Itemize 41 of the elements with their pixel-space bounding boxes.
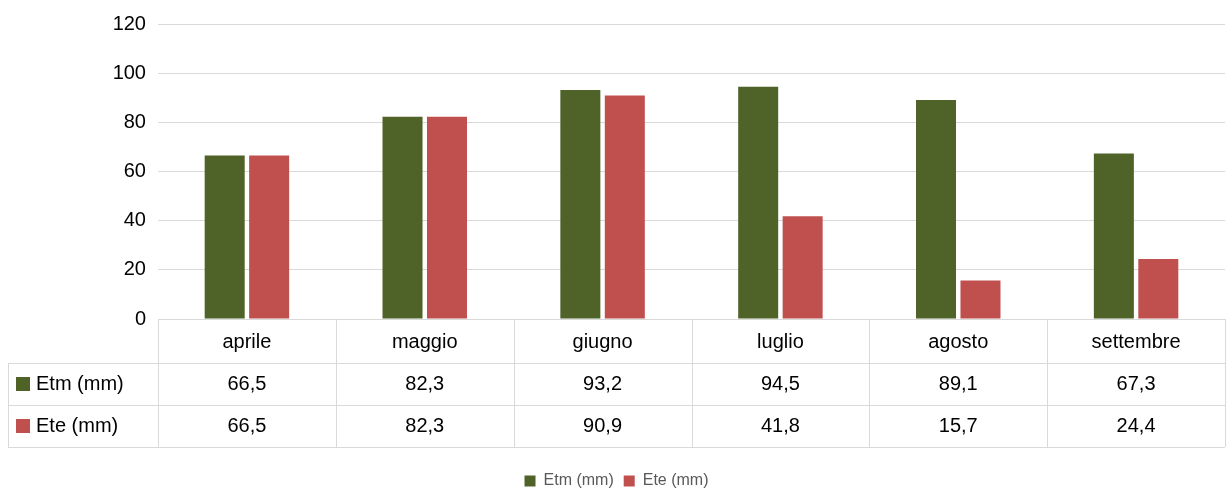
bar — [960, 280, 1001, 319]
data-label: 15,7 — [938, 413, 978, 436]
legend-label: Ete (mm) — [642, 471, 709, 489]
data-label: 82,3 — [405, 371, 445, 394]
x-tick-label: maggio — [391, 329, 458, 352]
x-tick-label: giugno — [572, 329, 633, 352]
bar — [738, 86, 779, 319]
text: Ete (mm) — [36, 413, 119, 436]
bar — [249, 155, 290, 319]
bar — [560, 89, 601, 319]
bar — [204, 155, 245, 319]
data-label: 90,9 — [583, 413, 623, 436]
y-tick-label: 20 — [123, 257, 146, 280]
y-tick-label: 120 — [112, 11, 146, 34]
x-tick-label: settembre — [1091, 329, 1181, 352]
bar — [604, 95, 645, 319]
data-label: 93,2 — [583, 371, 623, 394]
bar — [1093, 153, 1134, 319]
data-label: 82,3 — [405, 413, 445, 436]
y-tick-label: 0 — [134, 306, 146, 329]
x-tick-label: aprile — [222, 329, 272, 352]
data-label: 24,4 — [1116, 413, 1156, 436]
x-tick-label: agosto — [928, 329, 989, 352]
data-label: 89,1 — [938, 371, 978, 394]
y-tick-label: 60 — [123, 159, 146, 182]
data-label: 41,8 — [760, 413, 800, 436]
text: Etm (mm) — [543, 471, 614, 489]
legend-label: Etm (mm) — [36, 371, 124, 394]
bar — [1138, 259, 1179, 319]
data-label: 67,3 — [1116, 371, 1156, 394]
y-tick-label: 40 — [123, 208, 146, 231]
data-label: 66,5 — [227, 371, 267, 394]
bar — [382, 116, 423, 319]
bar — [916, 99, 957, 319]
data-label: 66,5 — [227, 413, 267, 436]
x-tick-label: luglio — [757, 329, 804, 352]
bar — [426, 116, 467, 319]
y-tick-label: 100 — [112, 60, 146, 83]
data-label: 94,5 — [760, 371, 800, 394]
y-tick-label: 80 — [123, 109, 146, 132]
bar — [782, 216, 823, 319]
